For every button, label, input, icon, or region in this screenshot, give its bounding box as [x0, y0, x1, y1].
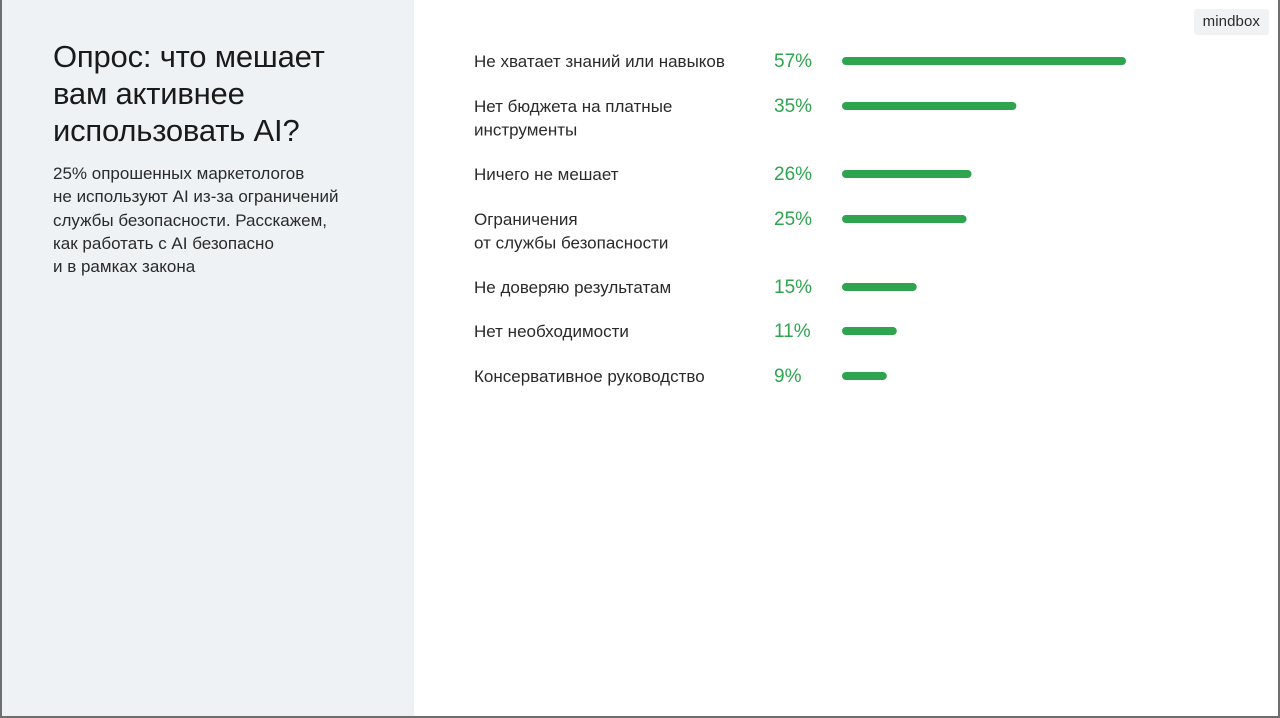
- bar: [842, 102, 1017, 110]
- bar-value-label: 35%: [774, 96, 812, 117]
- bar-category-label: Нет бюджета на платные инструменты: [474, 97, 672, 140]
- bar-row: Ничего не мешает 26%: [474, 164, 972, 185]
- bar: [842, 170, 972, 178]
- bar: [842, 215, 967, 223]
- bar-value-label: 11%: [774, 321, 811, 342]
- bar-row: Нет необходимости 11%: [474, 321, 897, 342]
- bar-row: Не доверяю результатам 15%: [474, 277, 917, 298]
- bar-row: Не хватает знаний или навыков 57%: [474, 51, 1126, 72]
- bar: [842, 327, 897, 335]
- brand-logo: mindbox: [1193, 9, 1269, 35]
- bar-category-label: Ограничения от службы безопасности: [474, 210, 668, 253]
- page-title: Опрос: что мешает вам активнее использов…: [53, 39, 325, 148]
- bar-row: Ограничения от службы безопасности 25%: [474, 209, 967, 253]
- bar: [842, 283, 917, 291]
- bar-category-label: Консервативное руководство: [474, 367, 705, 386]
- bar-row: Консервативное руководство 9%: [474, 366, 887, 387]
- bar-category-label: Не хватает знаний или навыков: [474, 52, 725, 71]
- bar: [842, 372, 887, 380]
- left-panel: Опрос: что мешает вам активнее использов…: [2, 0, 414, 716]
- bar-row: Нет бюджета на платные инструменты 35%: [474, 96, 1017, 140]
- bar: [842, 57, 1126, 65]
- bar-value-label: 25%: [774, 209, 812, 230]
- bar-value-label: 9%: [774, 366, 802, 387]
- bar-category-label: Не доверяю результатам: [474, 278, 671, 297]
- description-text: 25% опрошенных маркетологов не использую…: [53, 164, 339, 277]
- bar-value-label: 26%: [774, 164, 812, 185]
- bar-category-label: Ничего не мешает: [474, 165, 619, 184]
- bar-value-label: 57%: [774, 51, 812, 72]
- bar-category-label: Нет необходимости: [474, 322, 629, 341]
- bar-value-label: 15%: [774, 277, 812, 298]
